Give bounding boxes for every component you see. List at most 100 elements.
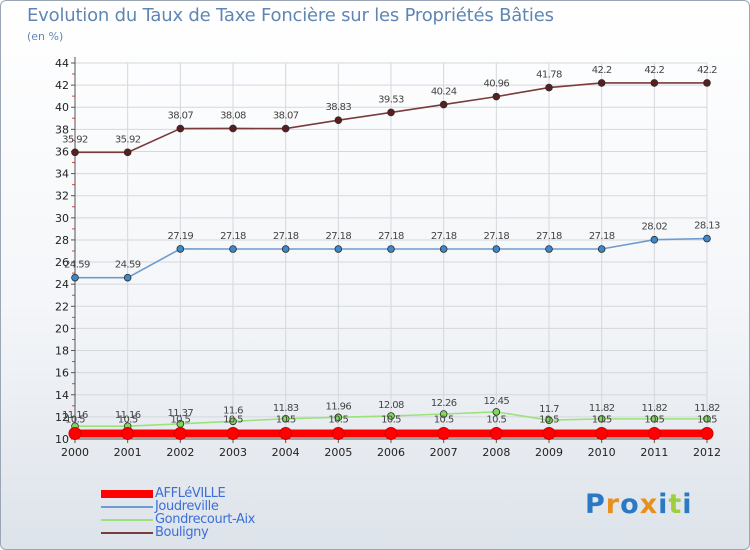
legend-swatch bbox=[101, 490, 153, 498]
data-label: 27.18 bbox=[431, 231, 457, 242]
data-label: 11.96 bbox=[326, 401, 352, 412]
data-label: 10.5 bbox=[697, 414, 717, 425]
data-point bbox=[71, 273, 79, 282]
data-label: 27.18 bbox=[273, 231, 299, 242]
data-point bbox=[545, 245, 553, 253]
legend-item: Bouligny bbox=[101, 525, 361, 540]
data-label: 11.82 bbox=[589, 403, 615, 414]
legend-swatch bbox=[101, 519, 153, 521]
data-point bbox=[229, 417, 237, 426]
y-tick-label: 22 bbox=[55, 300, 69, 313]
data-label: 27.18 bbox=[536, 231, 562, 242]
x-tick-label: 2003 bbox=[219, 446, 247, 459]
data-label: 24.59 bbox=[115, 260, 141, 271]
data-label: 11.37 bbox=[168, 408, 194, 419]
data-point bbox=[439, 410, 448, 418]
data-label: 11.82 bbox=[642, 403, 668, 414]
y-tick-label: 12 bbox=[55, 411, 69, 424]
data-label: 27.18 bbox=[326, 231, 352, 242]
x-tick-label: 2012 bbox=[693, 446, 721, 459]
data-label: 11.16 bbox=[115, 410, 141, 421]
data-point bbox=[387, 245, 395, 253]
data-point bbox=[334, 116, 343, 124]
series bbox=[68, 79, 714, 440]
data-point bbox=[387, 108, 395, 117]
y-tick-label: 16 bbox=[55, 367, 69, 380]
data-label: 10.5 bbox=[486, 414, 506, 425]
data-label: 38.07 bbox=[273, 111, 299, 122]
data-label: 35.92 bbox=[115, 134, 141, 145]
proxiti-logo: Proxiti bbox=[585, 489, 693, 520]
data-label: 38.07 bbox=[168, 111, 194, 122]
data-label: 38.83 bbox=[326, 102, 352, 113]
data-label: 10.5 bbox=[223, 414, 243, 425]
data-point bbox=[545, 83, 553, 92]
legend-item: Gondrecourt-Aix bbox=[101, 512, 361, 527]
data-point bbox=[703, 234, 711, 243]
data-point bbox=[281, 124, 290, 133]
legend-swatch bbox=[101, 506, 153, 508]
data-point bbox=[439, 245, 448, 253]
data-label: 10.5 bbox=[170, 414, 190, 425]
data-label: 42.2 bbox=[697, 65, 717, 76]
x-tick-label: 2008 bbox=[482, 446, 510, 459]
data-label: 10.5 bbox=[539, 414, 559, 425]
x-tick-label: 2010 bbox=[588, 446, 616, 459]
legend-label: Joudreville bbox=[155, 499, 219, 514]
data-point bbox=[123, 273, 132, 282]
legend-label: Gondrecourt-Aix bbox=[155, 512, 255, 527]
x-tick-label: 2006 bbox=[377, 446, 405, 459]
data-label: 42.2 bbox=[644, 65, 664, 76]
legend-label: AFFLéVILLE bbox=[155, 486, 226, 501]
y-tick-label: 10 bbox=[55, 433, 69, 446]
logo-letter: x bbox=[639, 489, 659, 520]
data-label: 28.13 bbox=[694, 221, 720, 232]
y-tick-label: 34 bbox=[55, 168, 69, 181]
data-point bbox=[597, 245, 606, 253]
legend-label: Bouligny bbox=[155, 525, 209, 540]
y-tick-label: 18 bbox=[55, 345, 69, 358]
data-label: 10.5 bbox=[592, 414, 612, 425]
data-label: 10.5 bbox=[381, 414, 401, 425]
y-tick-label: 36 bbox=[55, 145, 69, 158]
logo-letter: P bbox=[585, 489, 606, 520]
data-label: 12.08 bbox=[378, 400, 404, 411]
data-label: 41.78 bbox=[536, 70, 562, 81]
data-label: 35.92 bbox=[62, 134, 88, 145]
data-point bbox=[647, 426, 661, 440]
y-tick-label: 40 bbox=[55, 101, 69, 114]
data-point bbox=[387, 412, 395, 420]
data-point bbox=[123, 148, 132, 157]
x-tick-label: 2001 bbox=[114, 446, 142, 459]
x-tick-label: 2002 bbox=[166, 446, 194, 459]
chart-subtitle: (en %) bbox=[27, 30, 64, 43]
logo-letter: r bbox=[605, 489, 621, 520]
y-tick-label: 30 bbox=[55, 212, 69, 225]
data-point bbox=[176, 124, 185, 133]
logo-letter: i bbox=[658, 489, 669, 520]
data-label: 40.96 bbox=[484, 79, 510, 90]
data-label: 10.5 bbox=[328, 414, 348, 425]
data-point bbox=[492, 408, 501, 416]
data-point bbox=[437, 426, 451, 440]
x-tick-label: 2000 bbox=[61, 446, 89, 459]
legend-item: Joudreville bbox=[101, 499, 361, 514]
y-tick-label: 42 bbox=[55, 79, 69, 92]
data-label: 12.26 bbox=[431, 398, 457, 409]
data-label: 27.18 bbox=[378, 231, 404, 242]
data-point bbox=[650, 235, 659, 244]
x-tick-label: 2011 bbox=[640, 446, 668, 459]
legend: AFFLéVILLE Joudreville Gondrecourt-Aix Boul… bbox=[101, 486, 361, 540]
y-tick-label: 14 bbox=[55, 389, 69, 402]
data-point bbox=[71, 148, 79, 157]
data-label: 40.24 bbox=[431, 87, 457, 98]
x-tick-label: 2007 bbox=[430, 446, 458, 459]
data-point bbox=[703, 79, 711, 87]
data-point bbox=[492, 245, 501, 253]
data-label: 27.19 bbox=[168, 231, 194, 242]
data-point bbox=[121, 426, 135, 440]
data-label: 11.16 bbox=[62, 410, 88, 421]
data-point bbox=[68, 426, 82, 440]
